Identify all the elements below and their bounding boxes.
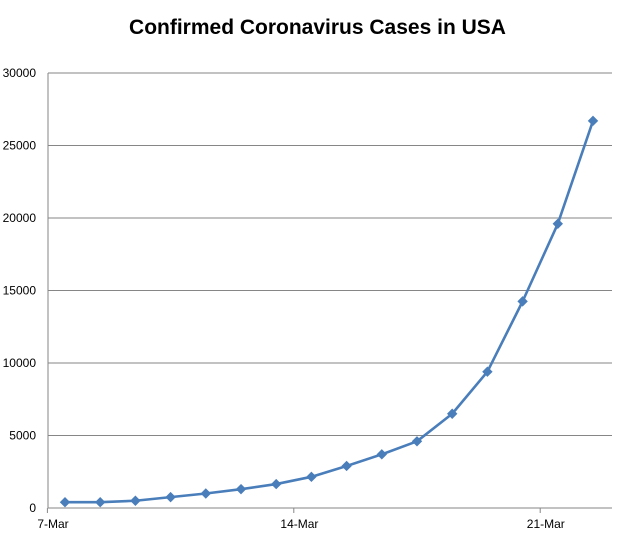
data-point	[341, 460, 352, 472]
data-point	[411, 436, 423, 447]
y-tick-label: 5000	[9, 429, 36, 443]
data-point	[587, 115, 599, 127]
y-tick-label: 25000	[3, 139, 37, 153]
y-tick-label: 10000	[3, 356, 37, 370]
data-point	[482, 366, 493, 377]
data-point	[446, 408, 458, 419]
data-point	[376, 449, 388, 460]
data-point	[59, 496, 71, 508]
series-line	[65, 120, 595, 504]
y-tick-label: 15000	[3, 284, 37, 298]
data-point	[130, 495, 141, 506]
y-tick-label: 0	[29, 501, 36, 515]
data-point	[270, 478, 282, 490]
chart-title: Confirmed Coronavirus Cases in USA	[129, 16, 506, 39]
x-tick-label: 7-Mar	[37, 517, 68, 531]
y-tick-label: 20000	[3, 211, 37, 225]
x-tick-label: 21-Mar	[527, 517, 565, 531]
data-point	[552, 218, 564, 230]
data-point	[200, 488, 212, 499]
data-point	[165, 491, 176, 503]
data-point	[94, 496, 106, 508]
data-point	[517, 296, 528, 307]
data-point	[306, 471, 317, 483]
x-tick-label: 14-Mar	[280, 517, 318, 531]
data-point	[235, 483, 247, 495]
y-tick-label: 30000	[3, 66, 37, 80]
